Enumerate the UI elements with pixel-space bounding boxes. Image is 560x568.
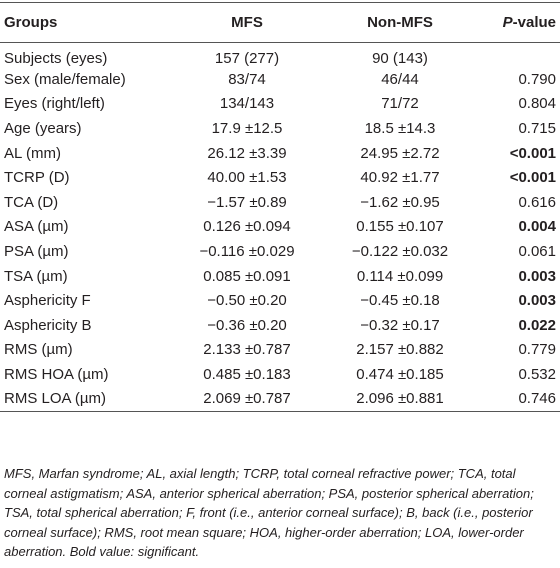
p-value-cell: 0.003 (518, 292, 556, 310)
table-row: Asphericity B −0.36 ±0.20 −0.32 ±0.17 0.022 (0, 313, 560, 338)
p-value-cell: <0.001 (509, 169, 556, 187)
group-cell: PSA (µm) (4, 243, 69, 261)
header-text: -value (512, 14, 556, 31)
p-value-cell: <0.001 (509, 144, 556, 162)
mfs-cell: −1.57 ±0.89 (207, 193, 287, 211)
non-mfs-cell: 0.114 ±0.099 (356, 267, 444, 285)
mfs-cell: −0.50 ±0.20 (207, 292, 287, 310)
mfs-cell: 157 (277) (214, 49, 280, 67)
table-row: Eyes (right/left) 134/143 71/72 0.804 (0, 92, 560, 117)
table-row: TCRP (D) 40.00 ±1.53 40.92 ±1.77 <0.001 (0, 165, 560, 190)
non-mfs-cell: 90 (143) (372, 49, 428, 67)
group-cell: Asphericity F (4, 292, 91, 310)
table-row: Sex (male/female) 83/74 46/44 0.790 (0, 67, 560, 92)
table-row: TSA (µm) 0.085 ±0.091 0.114 ±0.099 0.003 (0, 264, 560, 289)
header-row: Groups MFS Non-MFS P-value (0, 2, 560, 43)
header-cell: P-value (489, 3, 560, 43)
table-row: Asphericity F −0.50 ±0.20 −0.45 ±0.18 0.003 (0, 288, 560, 313)
group-cell: Eyes (right/left) (4, 95, 105, 113)
group-cell: Sex (male/female) (4, 70, 126, 88)
table-row: Subjects (eyes) 157 (277) 90 (143) (0, 43, 560, 68)
p-value-cell: 0.022 (518, 316, 556, 334)
non-mfs-cell: 2.157 ±0.882 (356, 341, 444, 359)
group-cell: TSA (µm) (4, 267, 68, 285)
group-cell: Age (years) (4, 120, 82, 138)
p-value-cell: 0.004 (518, 218, 556, 236)
p-value-cell: 0.715 (518, 120, 556, 138)
mfs-cell: 26.12 ±3.39 (207, 144, 287, 162)
p-value-cell: 0.746 (518, 390, 556, 408)
header-cell: MFS (231, 14, 263, 31)
mfs-cell: 83/74 (228, 70, 266, 88)
table-footnote: MFS, Marfan syndrome; AL, axial length; … (4, 466, 534, 559)
group-cell: Subjects (eyes) (4, 49, 108, 67)
non-mfs-cell: 46/44 (381, 70, 419, 88)
group-cell: ASA (µm) (4, 218, 69, 236)
table-row: ASA (µm) 0.126 ±0.094 0.155 ±0.107 0.004 (0, 215, 560, 240)
mfs-cell: 0.485 ±0.183 (203, 366, 291, 384)
mfs-cell: 134/143 (219, 95, 275, 113)
table-row: TCA (D) −1.57 ±0.89 −1.62 ±0.95 0.616 (0, 190, 560, 215)
non-mfs-cell: 24.95 ±2.72 (360, 144, 440, 162)
non-mfs-cell: 0.155 ±0.107 (356, 218, 444, 236)
non-mfs-cell: 18.5 ±14.3 (364, 120, 436, 138)
table-row: RMS LOA (µm) 2.069 ±0.787 2.096 ±0.881 0.74… (0, 387, 560, 412)
group-cell: TCRP (D) (4, 169, 70, 187)
group-cell: AL (mm) (4, 144, 61, 162)
p-value-cell: 0.061 (518, 243, 556, 261)
table-row: Age (years) 17.9 ±12.5 18.5 ±14.3 0.715 (0, 116, 560, 141)
mfs-cell: 17.9 ±12.5 (211, 120, 283, 138)
p-value-cell: 0.616 (518, 193, 556, 211)
mfs-cell: 0.126 ±0.094 (203, 218, 291, 236)
p-value-cell: 0.804 (518, 95, 556, 113)
group-cell: RMS LOA (µm) (4, 390, 106, 408)
header-cell: Groups (4, 14, 58, 31)
table-header: Groups MFS Non-MFS P-value (0, 2, 560, 43)
table-row: RMS HOA (µm) 0.485 ±0.183 0.474 ±0.185 0.53… (0, 362, 560, 387)
p-value-cell: 0.790 (518, 70, 556, 88)
p-value-cell: 0.779 (518, 341, 556, 359)
group-cell: Asphericity B (4, 316, 92, 334)
table-row: RMS (µm) 2.133 ±0.787 2.157 ±0.882 0.779 (0, 338, 560, 363)
mfs-cell: −0.36 ±0.20 (207, 316, 287, 334)
non-mfs-cell: −0.122 ±0.032 (351, 243, 449, 261)
group-cell: RMS HOA (µm) (4, 366, 109, 384)
p-value-cell: 0.003 (518, 267, 556, 285)
group-cell: RMS (µm) (4, 341, 73, 359)
mfs-cell: 2.069 ±0.787 (203, 390, 291, 408)
mfs-cell: 0.085 ±0.091 (203, 267, 291, 285)
p-value-cell (489, 43, 560, 68)
data-table: Groups MFS Non-MFS P-value Subjects (eye… (0, 2, 560, 412)
non-mfs-cell: 2.096 ±0.881 (356, 390, 444, 408)
mfs-cell: 2.133 ±0.787 (203, 341, 291, 359)
table-body: Subjects (eyes) 157 (277) 90 (143) Sex (mal… (0, 43, 560, 412)
mfs-cell: −0.116 ±0.029 (199, 243, 295, 261)
table-row: PSA (µm) −0.116 ±0.029 −0.122 ±0.032 0.061 (0, 239, 560, 264)
non-mfs-cell: 0.474 ±0.185 (356, 366, 444, 384)
non-mfs-cell: −0.32 ±0.17 (360, 316, 440, 334)
non-mfs-cell: −0.45 ±0.18 (360, 292, 440, 310)
non-mfs-cell: 71/72 (381, 95, 419, 113)
header-italic: P (502, 14, 513, 31)
group-cell: TCA (D) (4, 193, 59, 211)
non-mfs-cell: 40.92 ±1.77 (360, 169, 440, 187)
mfs-cell: 40.00 ±1.53 (207, 169, 287, 187)
non-mfs-cell: −1.62 ±0.95 (360, 193, 440, 211)
table-row: AL (mm) 26.12 ±3.39 24.95 ±2.72 <0.001 (0, 141, 560, 166)
p-value-cell: 0.532 (518, 366, 556, 384)
header-cell: Non-MFS (367, 14, 433, 31)
